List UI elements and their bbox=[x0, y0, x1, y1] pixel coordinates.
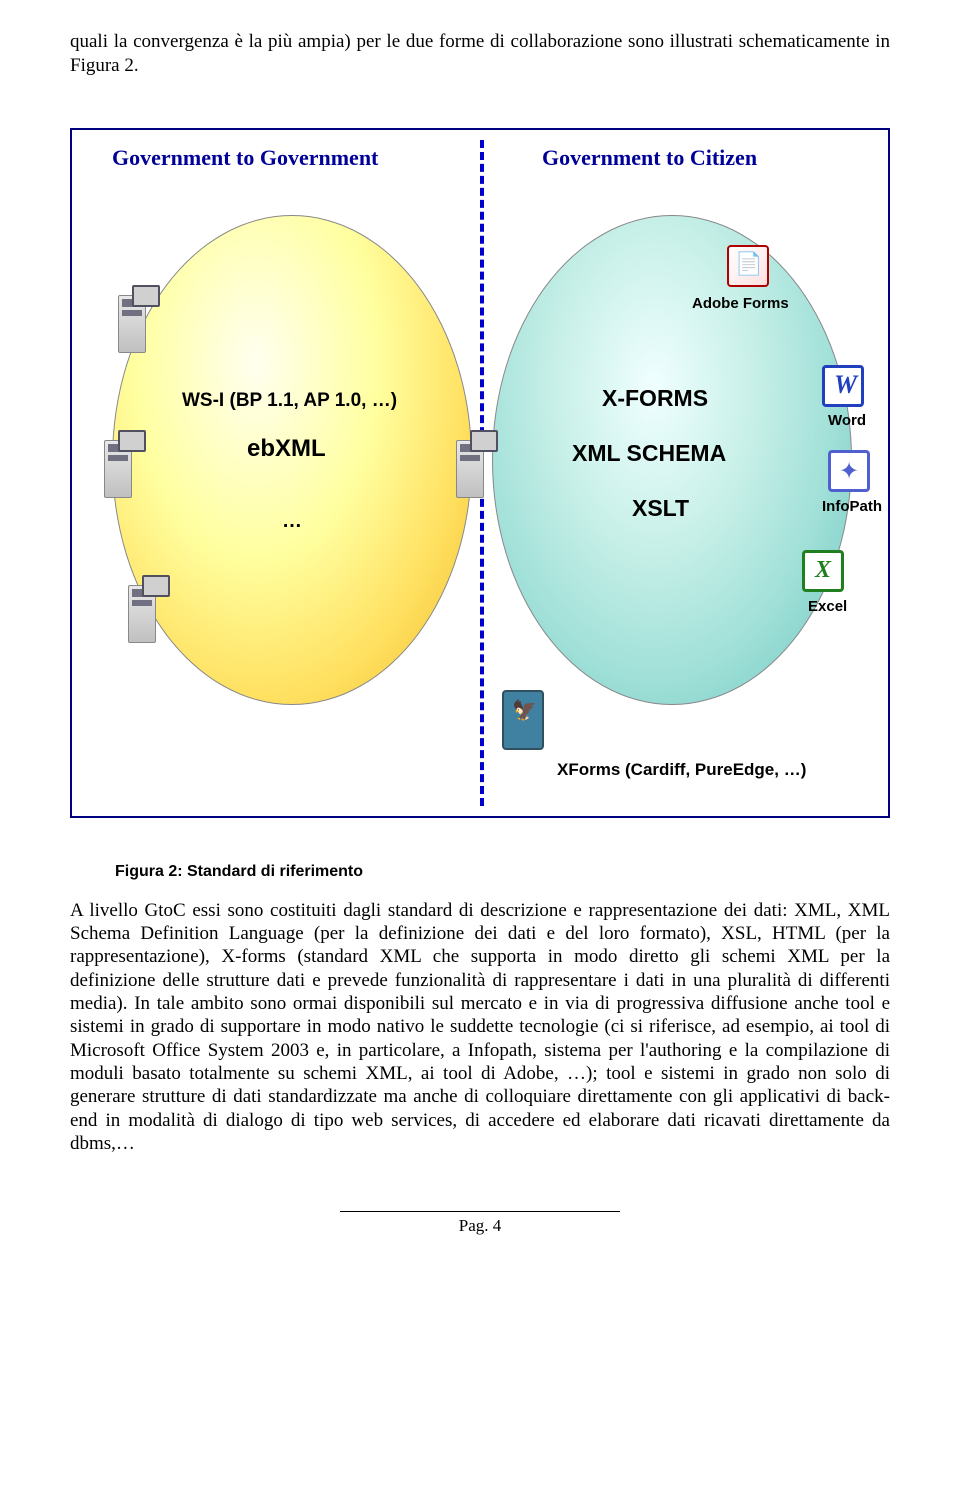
server-icon bbox=[98, 430, 146, 500]
word-icon bbox=[822, 365, 864, 407]
figure-caption: Figura 2: Standard di riferimento bbox=[115, 863, 890, 881]
page-number: Pag. 4 bbox=[459, 1216, 502, 1235]
infopath-icon bbox=[828, 450, 870, 492]
figure-2: Government to Government Government to C… bbox=[70, 128, 890, 818]
xforms-tools-label: XForms (Cardiff, PureEdge, …) bbox=[557, 760, 806, 780]
xforms-label: X-FORMS bbox=[602, 385, 708, 412]
left-region-title: Government to Government bbox=[112, 145, 378, 171]
adobe-icon bbox=[727, 245, 769, 287]
xslt-label: XSLT bbox=[632, 495, 689, 522]
xmlschema-label: XML SCHEMA bbox=[572, 440, 726, 467]
body-paragraph: A livello GtoC essi sono costituiti dagl… bbox=[70, 899, 890, 1156]
word-label: Word bbox=[828, 412, 866, 429]
server-icon bbox=[450, 430, 498, 500]
dots-label: … bbox=[282, 510, 302, 533]
infopath-label: InfoPath bbox=[822, 498, 882, 515]
right-region-title: Government to Citizen bbox=[542, 145, 757, 171]
footer-rule bbox=[340, 1211, 620, 1212]
xforms-tool-icon bbox=[502, 690, 544, 750]
excel-label: Excel bbox=[808, 598, 847, 615]
server-icon bbox=[122, 575, 170, 645]
server-icon bbox=[112, 285, 160, 355]
wsi-label: WS-I (BP 1.1, AP 1.0, …) bbox=[182, 390, 397, 412]
page-footer: Pag. 4 bbox=[70, 1205, 890, 1236]
ebxml-label: ebXML bbox=[247, 435, 326, 463]
intro-paragraph: quali la convergenza è la più ampia) per… bbox=[70, 30, 890, 78]
diagram-box: Government to Government Government to C… bbox=[70, 128, 890, 818]
adobe-label: Adobe Forms bbox=[692, 295, 789, 312]
excel-icon bbox=[802, 550, 844, 592]
